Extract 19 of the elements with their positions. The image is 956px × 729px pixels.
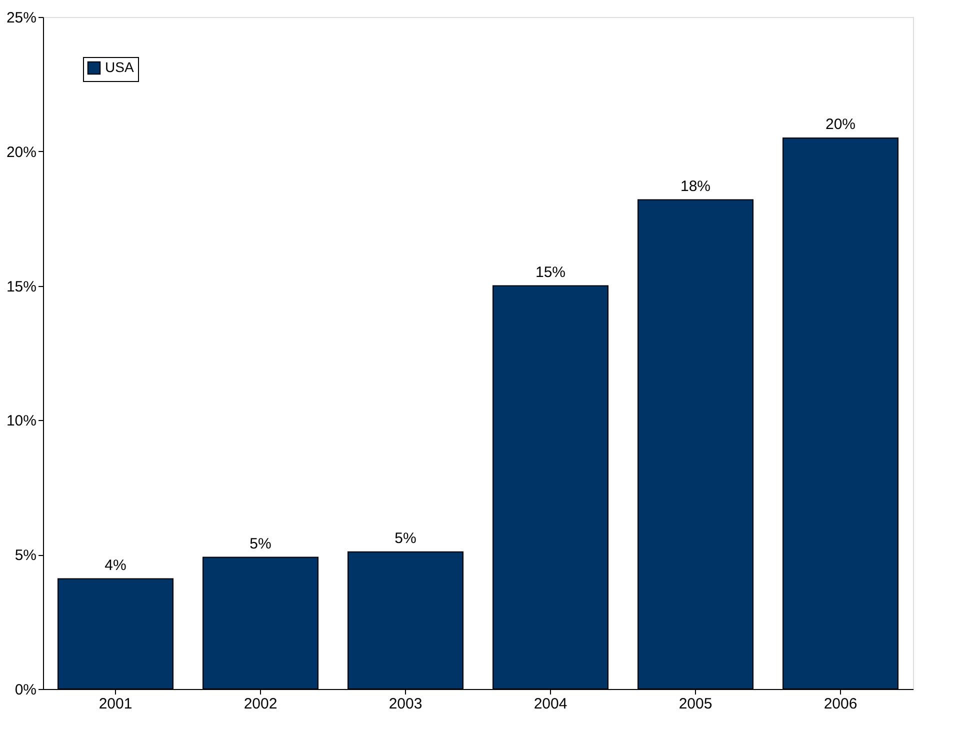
- y-tick-label: 10%: [6, 412, 36, 430]
- data-label: 5%: [250, 535, 272, 552]
- x-tick-label: 2005: [678, 696, 712, 712]
- data-label: 4%: [104, 556, 126, 574]
- legend-label: USA: [105, 59, 134, 75]
- data-label: 20%: [825, 116, 856, 133]
- data-label: 15%: [535, 264, 566, 281]
- x-tick-label: 2001: [98, 696, 132, 712]
- y-tick-label: 0%: [14, 682, 36, 698]
- x-tick-label: 2003: [388, 696, 422, 712]
- y-tick-label: 20%: [6, 144, 36, 161]
- data-label: 18%: [680, 178, 711, 195]
- x-tick-label: 2002: [244, 696, 278, 712]
- data-label: 5%: [394, 530, 416, 547]
- y-tick-label: 15%: [6, 278, 36, 296]
- y-tick-label: 25%: [6, 10, 36, 26]
- y-tick-label: 5%: [14, 547, 36, 564]
- x-tick-label: 2006: [824, 696, 858, 712]
- x-tick-label: 2004: [534, 696, 568, 712]
